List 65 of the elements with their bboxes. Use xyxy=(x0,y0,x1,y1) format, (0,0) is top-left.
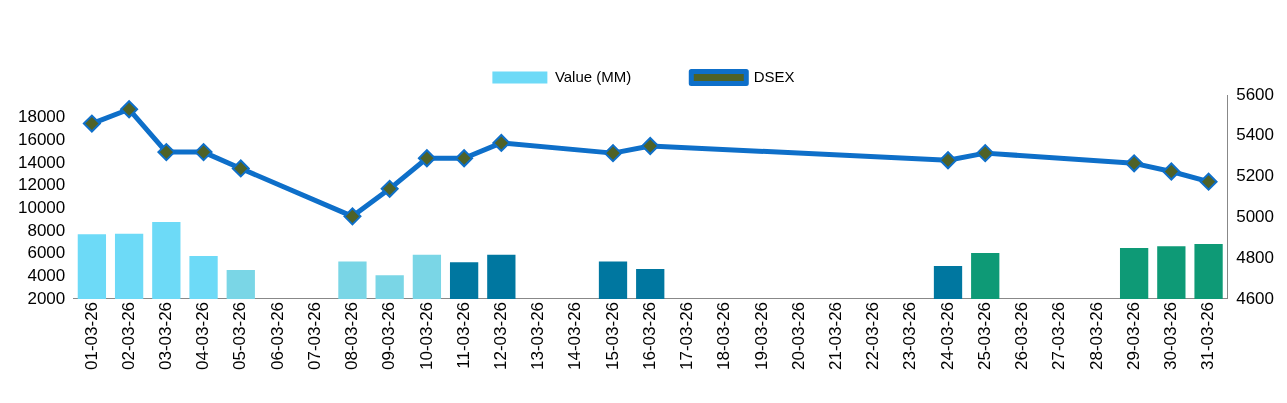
point xyxy=(641,136,660,155)
x-tick-label: 27-03-26 xyxy=(1049,301,1069,371)
point xyxy=(157,143,176,162)
x-tick-label: 03-03-26 xyxy=(156,301,176,371)
x-tick-label: 12-03-26 xyxy=(491,301,511,371)
y2-tick-label: 5200 xyxy=(1236,166,1275,186)
point xyxy=(194,143,213,162)
x-tick-label: 23-03-26 xyxy=(900,301,920,371)
y-tick-label: 4000 xyxy=(27,265,66,285)
legend-label: DSEX xyxy=(753,67,795,85)
x-tick-label: 16-03-26 xyxy=(639,301,659,371)
point xyxy=(604,144,622,163)
point xyxy=(231,159,250,178)
x-tick-label: 14-03-26 xyxy=(565,301,585,371)
y2-tick-label: 5600 xyxy=(1236,84,1275,104)
x-tick-label: 02-03-26 xyxy=(118,301,138,371)
point xyxy=(120,100,139,119)
x-tick-label: 18-03-26 xyxy=(714,301,734,371)
x-tick-label: 26-03-26 xyxy=(1012,301,1032,371)
x-tick-label: 10-03-26 xyxy=(416,301,436,371)
point xyxy=(939,151,958,170)
legend-label: Value (MM) xyxy=(554,67,632,85)
x-tick-label: 04-03-26 xyxy=(193,301,213,371)
y-tick-label: 14000 xyxy=(17,152,66,172)
point xyxy=(1199,172,1218,191)
x-tick-label: 24-03-26 xyxy=(937,301,957,371)
y2-tick-label: 5400 xyxy=(1236,125,1275,145)
y-tick-label: 16000 xyxy=(17,130,66,150)
x-tick-label: 17-03-26 xyxy=(677,301,697,371)
x-tick-label: 19-03-26 xyxy=(751,301,771,371)
x-tick-label: 21-03-26 xyxy=(826,301,846,371)
x-tick-label: 30-03-26 xyxy=(1161,301,1181,371)
x-tick-label: 22-03-26 xyxy=(863,301,883,371)
point xyxy=(343,207,362,226)
point xyxy=(492,133,511,152)
x-tick-label: 31-03-26 xyxy=(1198,301,1218,371)
y2-tick-label: 4600 xyxy=(1236,288,1275,308)
y-tick-label: 6000 xyxy=(27,243,66,263)
y2-tick-label: 5000 xyxy=(1236,207,1275,227)
x-tick-label: 15-03-26 xyxy=(602,301,622,371)
y-tick-label: 18000 xyxy=(17,107,66,127)
x-tick-label: 25-03-26 xyxy=(974,301,994,371)
point xyxy=(82,114,101,133)
point xyxy=(976,144,995,163)
x-tick-label: 13-03-26 xyxy=(528,301,548,371)
x-tick-label: 07-03-26 xyxy=(304,301,324,371)
x-tick-label: 06-03-26 xyxy=(267,301,287,371)
x-tick-label: 28-03-26 xyxy=(1086,301,1106,371)
y2-tick-label: 4800 xyxy=(1236,247,1275,267)
x-tick-label: 11-03-26 xyxy=(453,301,473,369)
x-tick-label: 20-03-26 xyxy=(788,301,808,371)
point xyxy=(380,179,399,198)
y-tick-label: 8000 xyxy=(27,220,66,240)
x-tick-label: 08-03-26 xyxy=(342,301,362,371)
y-tick-label: 2000 xyxy=(27,288,66,308)
x-tick-label: 01-03-26 xyxy=(81,301,101,371)
x-tick-label: 09-03-26 xyxy=(379,301,399,371)
y-tick-label: 12000 xyxy=(17,175,66,195)
x-tick-label: 29-03-26 xyxy=(1123,301,1143,371)
x-tick-label: 05-03-26 xyxy=(230,301,250,371)
y-tick-label: 10000 xyxy=(17,197,66,217)
point xyxy=(1125,154,1144,173)
point xyxy=(455,149,474,168)
point xyxy=(1162,162,1181,181)
point xyxy=(417,149,436,168)
